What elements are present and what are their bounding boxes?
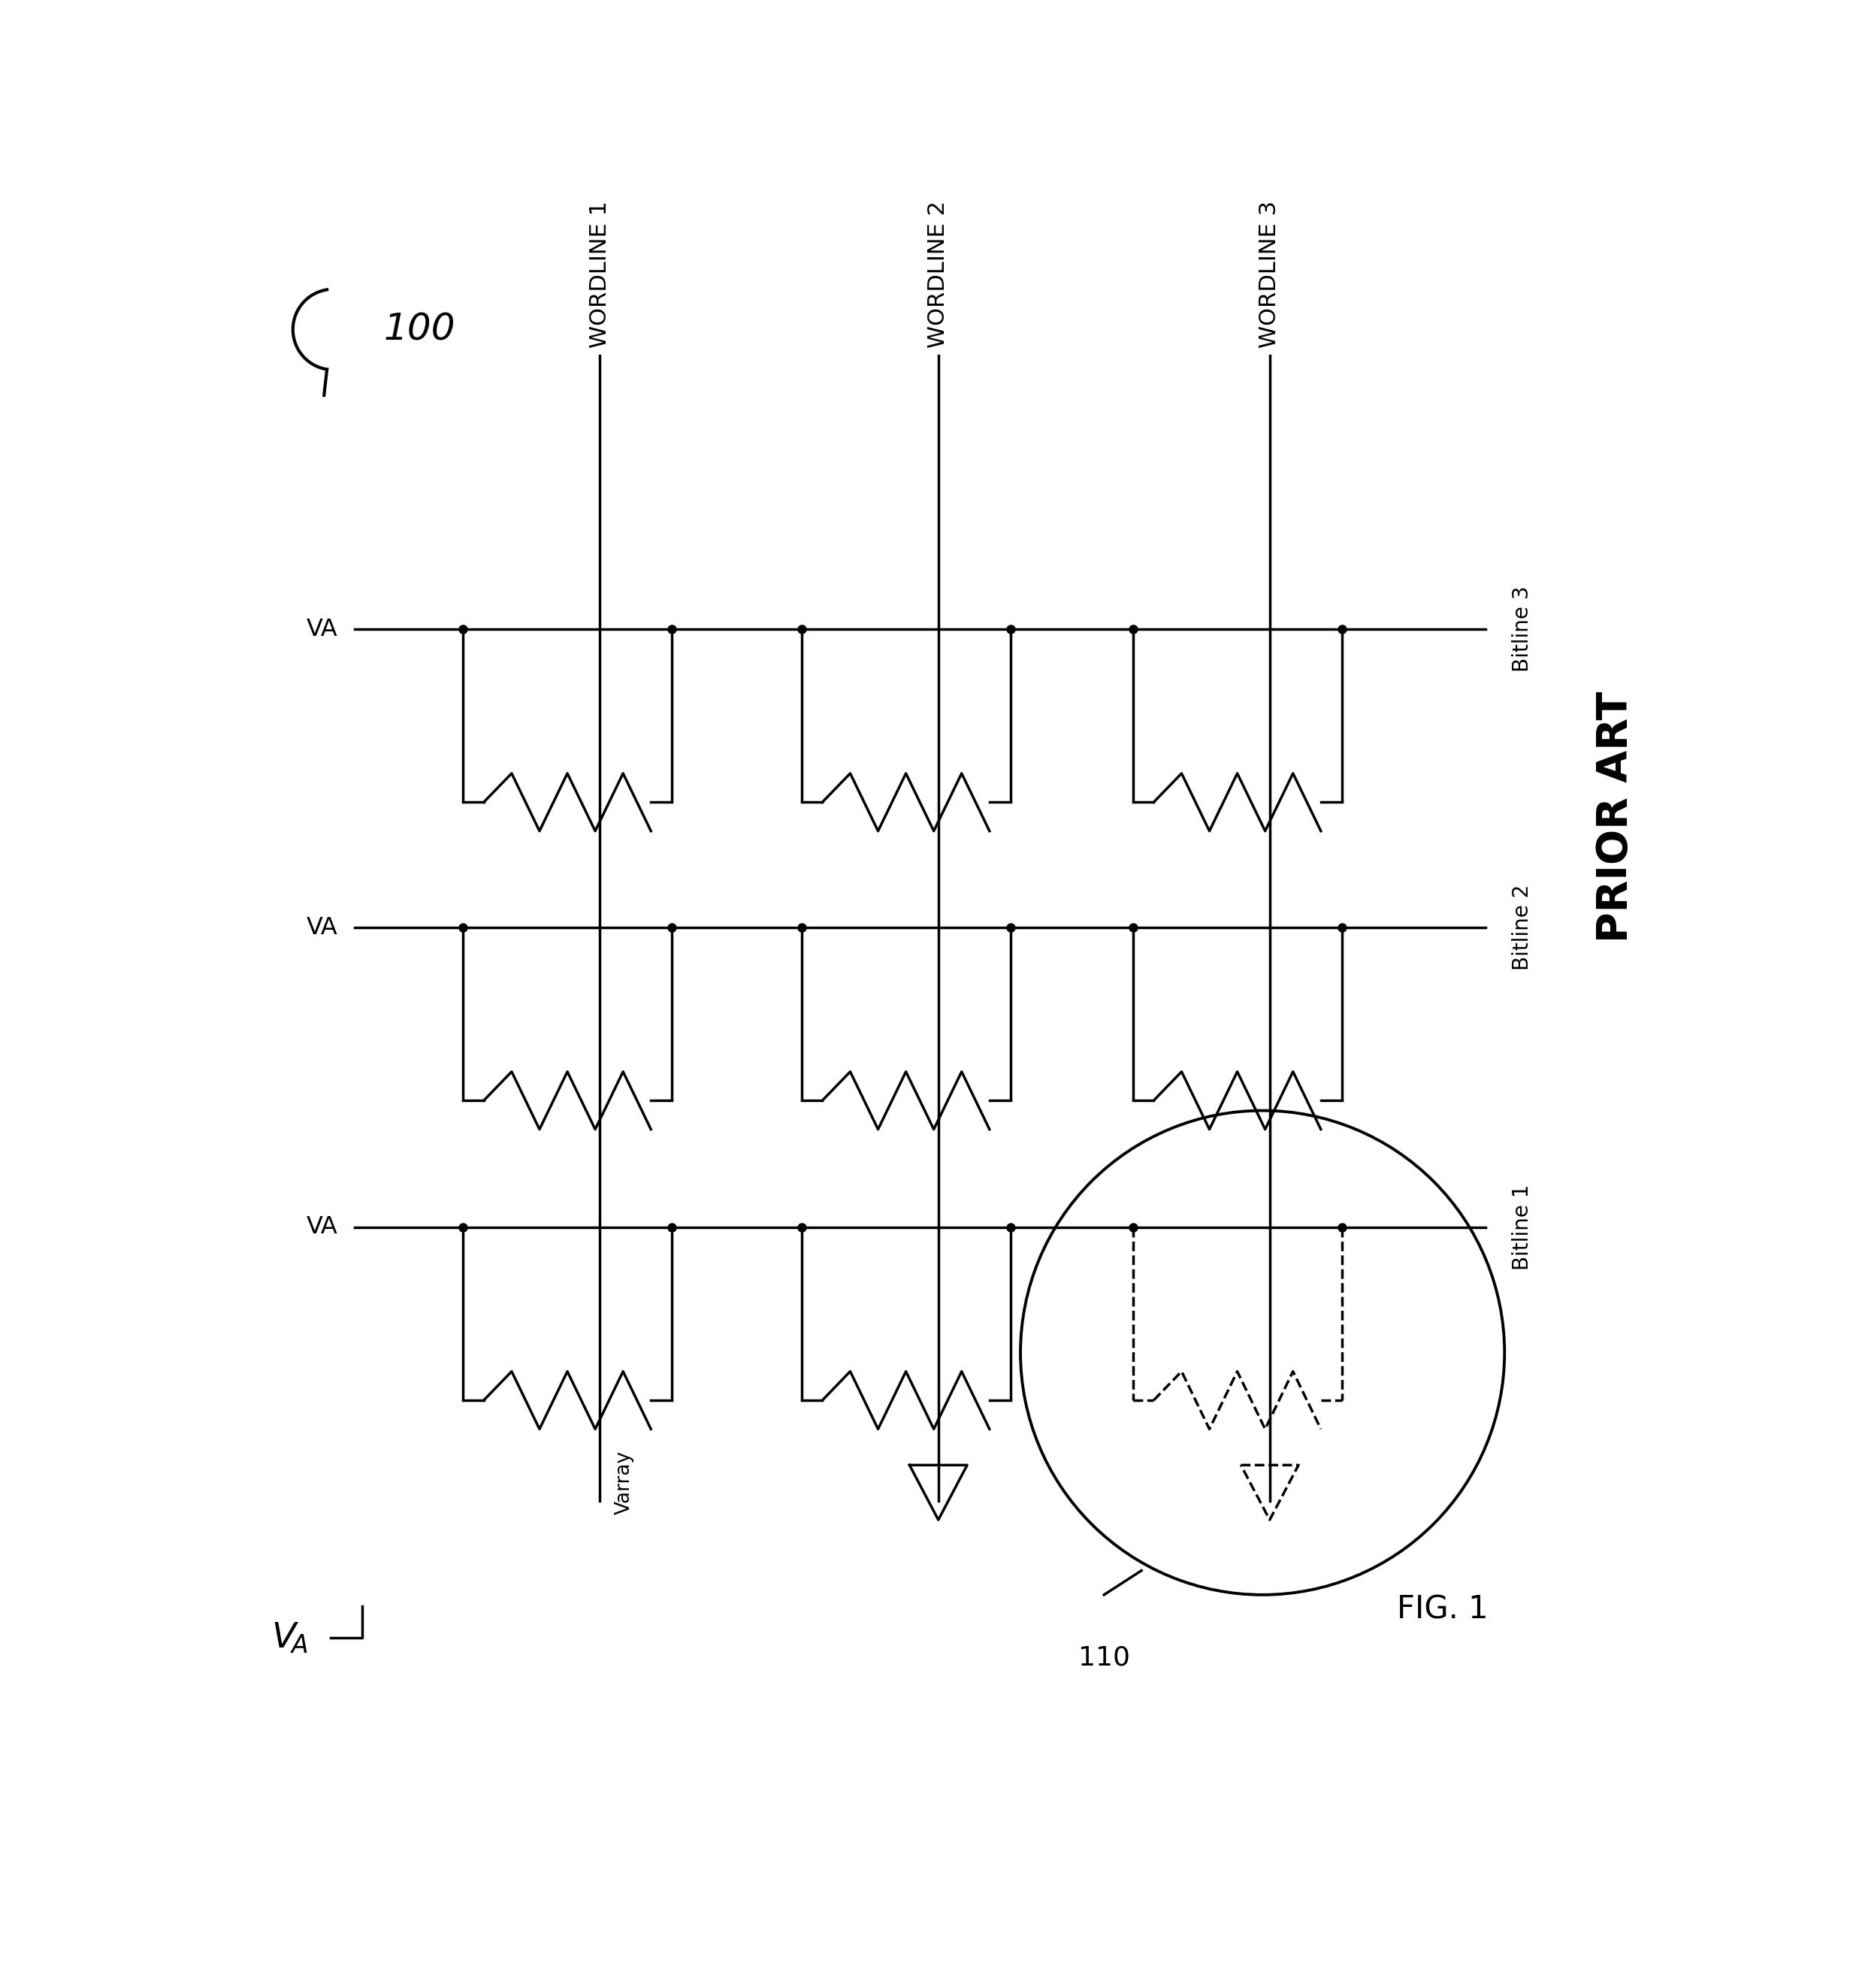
Text: PRIOR ART: PRIOR ART [1595,692,1636,942]
Text: Bitline 1: Bitline 1 [1511,1185,1534,1270]
Text: FIG. 1: FIG. 1 [1396,1594,1489,1624]
Text: WORDLINE 2: WORDLINE 2 [928,201,950,348]
Text: WORDLINE 1: WORDLINE 1 [589,201,610,348]
Text: WORDLINE 3: WORDLINE 3 [1259,201,1281,348]
Text: VA: VA [307,1215,338,1239]
Text: $\mathit{V}_{\!\mathit{A}}$: $\mathit{V}_{\!\mathit{A}}$ [271,1620,309,1656]
Text: VA: VA [307,916,338,938]
Text: Bitline 2: Bitline 2 [1511,885,1534,970]
Text: Bitline 3: Bitline 3 [1511,586,1534,672]
Text: 110: 110 [1078,1646,1130,1670]
Text: Varray: Varray [613,1451,634,1515]
Text: 100: 100 [383,312,455,348]
Text: VA: VA [307,618,338,640]
